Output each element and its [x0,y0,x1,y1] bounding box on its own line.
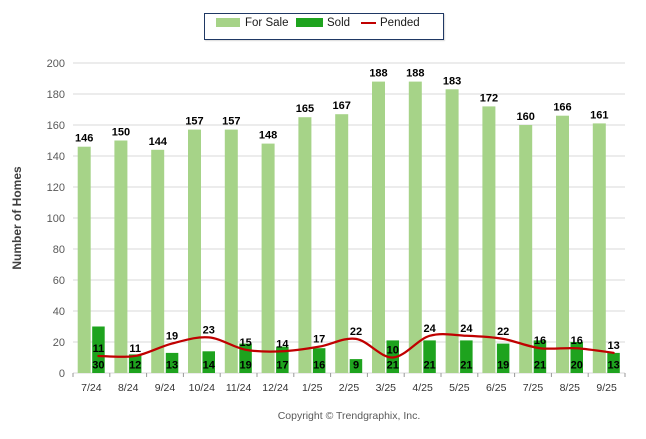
svg-text:22: 22 [350,326,362,338]
svg-text:188: 188 [369,68,387,80]
svg-text:14: 14 [276,338,289,350]
svg-text:8/25: 8/25 [560,382,581,394]
svg-text:11: 11 [129,343,141,355]
svg-text:20: 20 [571,360,583,372]
svg-text:21: 21 [423,360,435,372]
svg-text:6/25: 6/25 [486,382,507,394]
svg-text:80: 80 [53,244,65,256]
svg-text:24: 24 [460,323,473,335]
svg-text:166: 166 [553,102,571,114]
svg-text:16: 16 [571,335,583,347]
svg-text:120: 120 [47,182,65,194]
svg-text:2/25: 2/25 [339,382,360,394]
svg-text:100: 100 [47,213,65,225]
svg-text:1/25: 1/25 [302,382,323,394]
svg-text:30: 30 [92,360,104,372]
svg-text:5/25: 5/25 [449,382,470,394]
svg-text:157: 157 [222,116,240,128]
svg-text:200: 200 [47,58,65,70]
svg-text:8/24: 8/24 [118,382,139,394]
svg-text:0: 0 [59,368,65,380]
svg-text:20: 20 [53,337,65,349]
svg-text:17: 17 [276,360,288,372]
svg-text:21: 21 [460,360,472,372]
svg-text:9/25: 9/25 [596,382,617,394]
svg-text:165: 165 [296,103,314,115]
svg-text:17: 17 [313,334,325,346]
svg-text:148: 148 [259,130,277,142]
svg-text:10: 10 [387,345,399,357]
svg-text:9: 9 [353,360,359,372]
svg-text:12: 12 [129,360,141,372]
svg-text:188: 188 [406,68,424,80]
svg-text:9/24: 9/24 [155,382,176,394]
svg-text:21: 21 [534,360,546,372]
svg-text:157: 157 [185,116,203,128]
svg-text:13: 13 [166,360,178,372]
svg-text:14: 14 [203,360,216,372]
svg-text:160: 160 [47,120,65,132]
svg-text:11/24: 11/24 [226,382,252,394]
svg-text:12/24: 12/24 [262,382,288,394]
svg-text:60: 60 [53,275,65,287]
svg-text:180: 180 [47,89,65,101]
svg-text:140: 140 [47,151,65,163]
svg-text:7/24: 7/24 [81,382,102,394]
svg-text:13: 13 [607,340,619,352]
svg-text:16: 16 [534,335,546,347]
svg-text:10/24: 10/24 [189,382,215,394]
svg-text:160: 160 [517,111,535,123]
svg-text:15: 15 [239,337,251,349]
svg-text:23: 23 [203,324,215,336]
svg-text:146: 146 [75,133,93,145]
svg-text:167: 167 [333,100,351,112]
svg-text:22: 22 [497,326,509,338]
svg-text:24: 24 [423,323,436,335]
svg-text:21: 21 [387,360,399,372]
svg-text:7/25: 7/25 [523,382,544,394]
svg-text:40: 40 [53,306,65,318]
svg-text:144: 144 [149,136,168,148]
svg-text:3/25: 3/25 [376,382,397,394]
svg-text:19: 19 [239,360,251,372]
svg-text:19: 19 [166,331,178,343]
svg-text:161: 161 [590,109,608,121]
svg-text:4/25: 4/25 [412,382,433,394]
svg-text:183: 183 [443,75,461,87]
svg-text:13: 13 [607,360,619,372]
svg-text:172: 172 [480,92,498,104]
svg-text:150: 150 [112,127,130,139]
svg-text:16: 16 [313,360,325,372]
svg-text:19: 19 [497,360,509,372]
svg-text:11: 11 [93,343,105,355]
